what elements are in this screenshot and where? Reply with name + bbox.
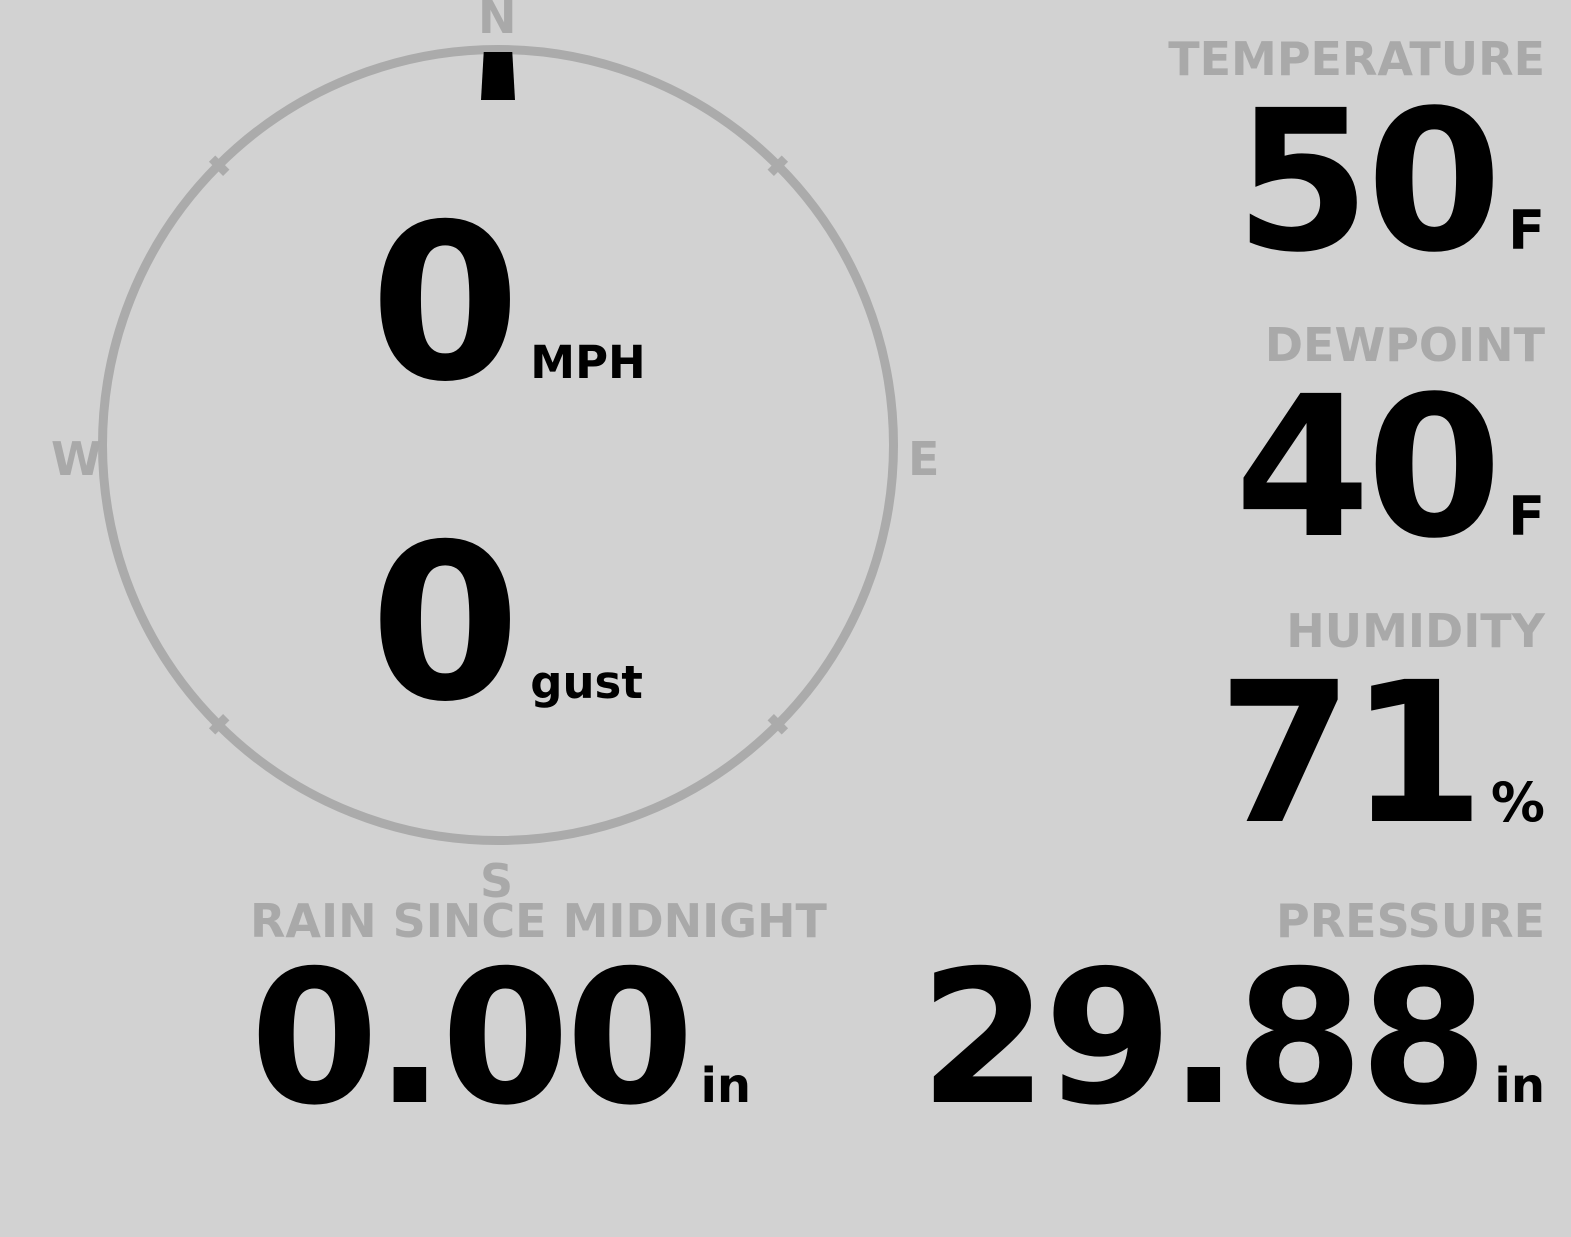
wind-speed-value: 0 [370, 178, 520, 429]
dewpoint-value-row: 40 F [1235, 370, 1545, 565]
compass-tick-sw [208, 714, 229, 735]
dewpoint-unit: F [1508, 485, 1545, 548]
humidity-panel: HUMIDITY 71 % [1218, 608, 1545, 851]
compass-label-north: N [478, 0, 517, 44]
wind-gust-unit: gust [530, 656, 643, 709]
pressure-label: PRESSURE [1276, 894, 1545, 948]
temperature-value: 50 [1234, 68, 1502, 295]
wind-gust-readout: 0 gust [370, 516, 643, 732]
pressure-value: 29.88 [919, 930, 1488, 1146]
pressure-unit: in [1494, 1058, 1545, 1114]
compass-tick-nw [208, 155, 229, 176]
compass-label-east: E [908, 432, 940, 486]
temperature-panel: TEMPERATURE 50 F [1168, 36, 1545, 279]
humidity-value: 71 [1217, 640, 1485, 867]
pressure-panel: PRESSURE 29.88 in [919, 898, 1545, 1131]
dewpoint-panel: DEWPOINT 40 F [1235, 322, 1545, 565]
wind-direction-arrow-icon [481, 52, 515, 100]
wind-speed-readout: 0 MPH [370, 196, 646, 412]
wind-compass: N E S W 0 MPH 0 gust [0, 0, 1000, 910]
dewpoint-value: 40 [1234, 354, 1502, 581]
dewpoint-label: DEWPOINT [1264, 318, 1545, 372]
temperature-unit: F [1508, 199, 1545, 262]
humidity-label: HUMIDITY [1286, 604, 1545, 658]
compass-tick-se [767, 714, 788, 735]
wind-gust-value: 0 [370, 498, 520, 749]
rain-value-row: 0.00 in [250, 946, 827, 1131]
temperature-label: TEMPERATURE [1168, 32, 1545, 86]
humidity-value-row: 71 % [1218, 656, 1545, 851]
humidity-unit: % [1490, 771, 1545, 834]
rain-value: 0.00 [250, 930, 694, 1146]
temperature-value-row: 50 F [1168, 84, 1545, 279]
wind-speed-unit: MPH [530, 336, 646, 389]
compass-label-south: S [480, 854, 514, 908]
pressure-value-row: 29.88 in [919, 946, 1545, 1131]
compass-tick-ne [767, 155, 788, 176]
compass-label-west: W [51, 432, 102, 486]
rain-unit: in [700, 1058, 752, 1114]
compass-ring [98, 45, 898, 845]
rain-panel: RAIN SINCE MIDNIGHT 0.00 in [250, 898, 827, 1131]
rain-label: RAIN SINCE MIDNIGHT [250, 894, 827, 948]
